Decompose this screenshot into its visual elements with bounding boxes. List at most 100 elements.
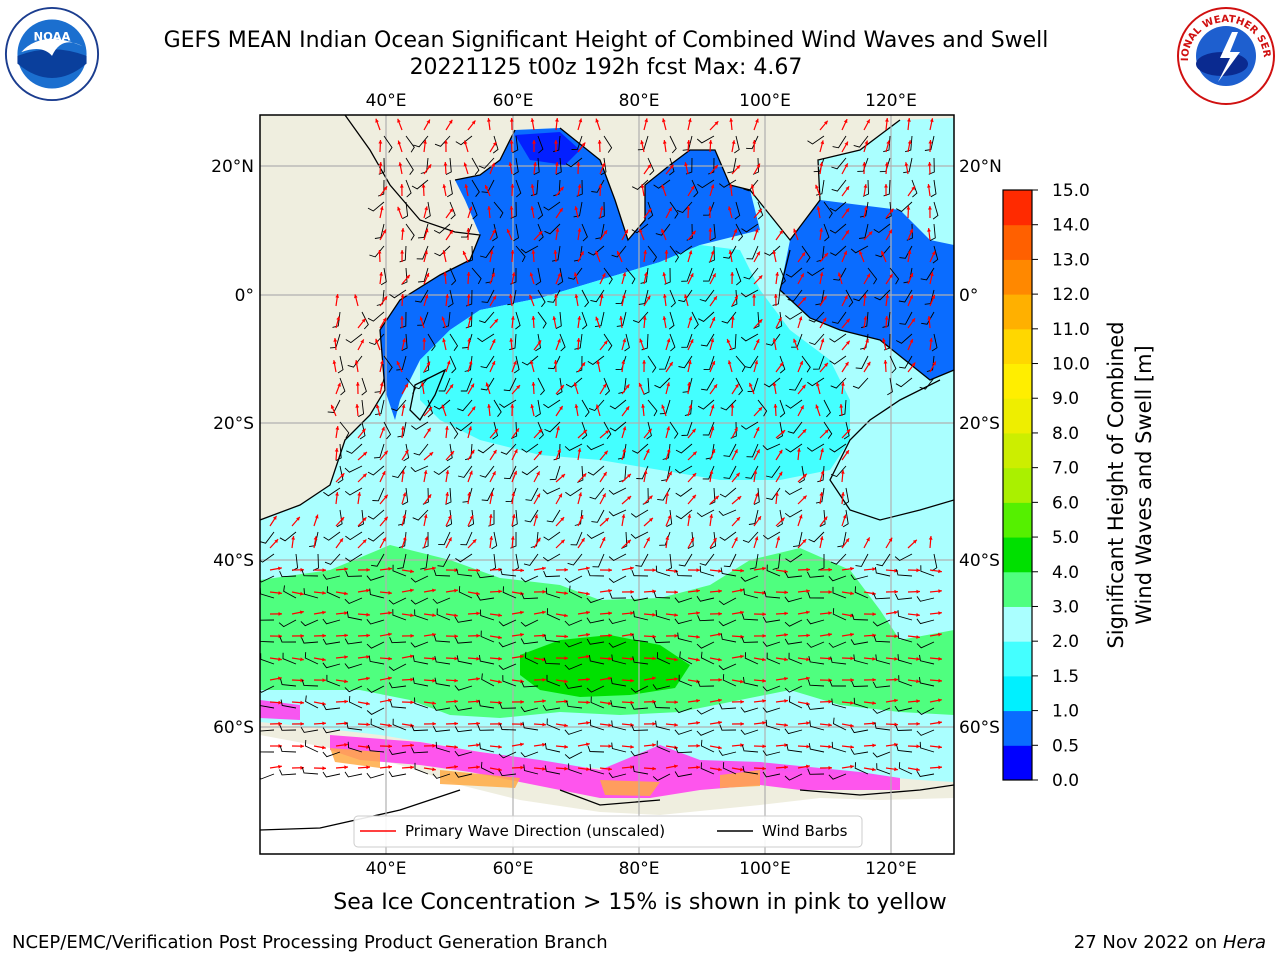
- wind-barb: [435, 741, 451, 753]
- wind-barb: [301, 679, 319, 687]
- wave-arrow-head: [824, 429, 829, 434]
- wind-barb: [887, 377, 893, 396]
- wind-barb: [346, 443, 363, 454]
- wave-arrow-head: [784, 699, 788, 703]
- wind-barb: [919, 377, 935, 390]
- wind-barb: [757, 201, 764, 220]
- wave-arrow-head: [909, 294, 913, 299]
- wind-barb: [446, 509, 453, 528]
- wind-barb: [889, 267, 900, 285]
- wind-barb: [779, 267, 786, 286]
- wind-barb: [347, 741, 363, 753]
- wind-barb: [603, 135, 613, 153]
- wind-barb: [543, 531, 561, 541]
- wave-arrow-head: [509, 206, 514, 210]
- wave-arrow-head: [801, 252, 806, 257]
- wave-arrow-head: [622, 426, 627, 431]
- wind-barb: [854, 762, 869, 775]
- wind-barb: [630, 509, 649, 518]
- wave-arrow-head: [443, 272, 448, 276]
- wind-barb: [525, 487, 539, 501]
- noaa-logo: NOAA: [4, 6, 100, 102]
- wave-arrow-head: [627, 473, 631, 478]
- wind-barb: [283, 585, 297, 599]
- wind-barb: [653, 636, 671, 644]
- wave-arrow-head: [378, 140, 383, 144]
- wave-arrow-head: [557, 448, 561, 453]
- wind-barb: [659, 399, 671, 415]
- wave-arrow-head: [378, 162, 383, 166]
- coastline-east-africa: [260, 115, 481, 521]
- colorbar: [1003, 190, 1032, 781]
- wave-arrow-head: [576, 162, 581, 166]
- wind-barb: [718, 750, 737, 756]
- wave-arrow-head: [916, 744, 920, 749]
- wave-arrow-head: [531, 250, 536, 254]
- wind-barb: [603, 377, 611, 396]
- wind-barb: [477, 333, 495, 343]
- wind-barb: [785, 443, 803, 453]
- wave-arrow-head: [445, 426, 449, 430]
- wind-barb: [894, 553, 913, 562]
- sea-ice-orange: [330, 748, 760, 796]
- wind-barb: [549, 465, 561, 481]
- wave-arrow-head: [377, 250, 382, 254]
- wave-arrow-head: [400, 426, 405, 430]
- wind-barb: [631, 223, 649, 234]
- wind-barb: [819, 509, 826, 528]
- wave-arrow-head: [608, 589, 612, 593]
- wave-arrow-head: [863, 316, 868, 320]
- wave-arrow-head: [445, 294, 449, 298]
- wave-arrow-head: [710, 404, 715, 409]
- wave-arrow-head: [674, 722, 678, 727]
- wind-barb: [687, 531, 694, 550]
- wind-barb: [904, 135, 913, 153]
- wave-arrow-head: [441, 316, 446, 321]
- wave-arrow-head: [300, 744, 304, 749]
- wind-barb: [625, 267, 636, 285]
- wind-barb: [669, 421, 679, 439]
- wave-arrow-head: [929, 338, 933, 342]
- wind-barb: [543, 570, 561, 578]
- wave-arrow-head: [840, 470, 845, 474]
- wind-barb: [698, 311, 715, 322]
- wave-arrow-head: [608, 744, 612, 748]
- legend-barb-label: Wind Barbs: [762, 822, 848, 840]
- wind-barb: [743, 267, 759, 280]
- wind-barb: [876, 553, 891, 567]
- wave-arrow-head: [842, 514, 847, 519]
- wave-arrow-head: [726, 339, 731, 343]
- wind-barb: [478, 157, 495, 169]
- wave-arrow-head: [850, 678, 854, 682]
- wave-arrow-head: [938, 569, 942, 574]
- wind-barb: [480, 355, 495, 369]
- wave-arrow-head: [718, 720, 722, 725]
- wind-barb: [460, 377, 473, 392]
- wave-arrow-head: [322, 591, 326, 595]
- wave-arrow-head: [828, 567, 832, 572]
- wave-arrow-head: [754, 228, 759, 233]
- wind-barb: [522, 721, 539, 731]
- wave-arrow-head: [427, 164, 432, 169]
- wave-arrow-head: [576, 338, 581, 342]
- wave-arrow-head: [820, 470, 825, 475]
- wave-arrow-head: [663, 294, 667, 298]
- wind-barb: [700, 651, 715, 665]
- wave-arrow-head: [630, 700, 634, 705]
- wave-arrow-head: [846, 429, 851, 434]
- wind-barb: [587, 355, 605, 366]
- wave-arrow-head: [850, 701, 854, 705]
- wind-barb: [520, 638, 539, 645]
- wave-arrow-head: [710, 184, 715, 189]
- wave-arrow-head: [815, 404, 820, 409]
- wave-arrow-head: [379, 382, 384, 387]
- wave-arrow-head: [601, 537, 606, 542]
- wind-barb: [669, 333, 676, 352]
- wind-barb: [413, 443, 429, 456]
- wave-arrow-head: [344, 633, 348, 638]
- wave-arrow-head: [775, 492, 779, 496]
- wind-barb: [632, 656, 649, 665]
- wind-barb: [709, 223, 716, 242]
- wind-barb: [859, 333, 869, 350]
- wind-barb: [564, 641, 583, 648]
